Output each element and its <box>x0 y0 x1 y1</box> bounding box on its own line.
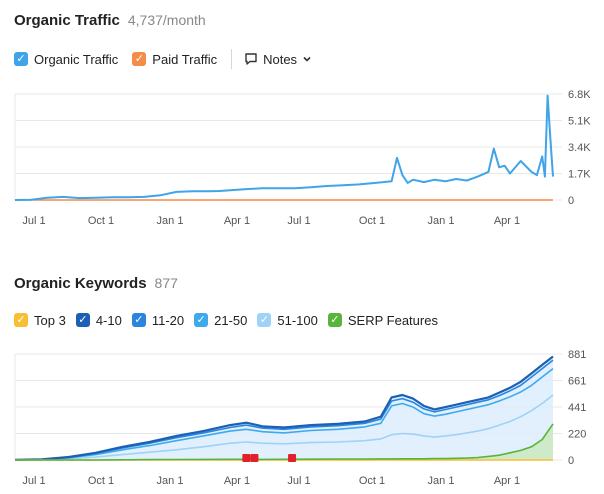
legend-51-100[interactable]: ✓ 51-100 <box>257 312 318 328</box>
legend-paid-traffic-label: Paid Traffic <box>152 51 218 67</box>
legend-organic-traffic[interactable]: ✓ Organic Traffic <box>14 52 118 67</box>
checkbox-checked-icon[interactable]: ✓ <box>132 52 147 66</box>
legend-divider <box>231 49 233 69</box>
legend-11-20[interactable]: ✓ 11-20 <box>131 312 185 328</box>
keywords-x-tick-label: Apr 1 <box>494 475 520 486</box>
21-50-line <box>14 367 554 461</box>
traffic-monthly-value: 4,737/month <box>127 12 206 28</box>
keywords-x-tick-label: Jan 1 <box>157 475 184 486</box>
keywords-y-tick-label: 881 <box>568 349 586 361</box>
traffic-x-tick-label: Jan 1 <box>428 215 455 227</box>
organic-traffic-line <box>14 94 554 201</box>
traffic-x-tick-label: Jan 1 <box>157 215 184 227</box>
keywords-x-tick-label: Jul 1 <box>22 475 45 486</box>
keywords-count: 877 <box>154 275 178 291</box>
traffic-header: Organic Traffic 4,737/month <box>14 12 206 29</box>
keywords-title: Organic Keywords <box>14 275 147 292</box>
keywords-y-tick-label: 220 <box>568 429 586 441</box>
legend-serp-features[interactable]: ✓ SERP Features <box>327 312 438 328</box>
organic-keywords-chart: 881 661 441 220 0 Jul 1 Oct 1 Jan 1 Apr 1 Jul 1 Oc… <box>14 349 586 486</box>
keywords-x-tick-label: Apr 1 <box>224 475 250 486</box>
legend-top-3-label: Top 3 <box>34 312 66 328</box>
51-100-line <box>14 394 554 461</box>
traffic-x-tick-label: Apr 1 <box>494 215 520 227</box>
traffic-y-tick-label: 1.7K <box>568 169 591 181</box>
checkbox-checked-icon[interactable]: ✓ <box>257 313 272 327</box>
keywords-area-fill <box>15 356 553 460</box>
flag-marker-icon <box>288 454 297 462</box>
keywords-y-tick-label: 0 <box>568 455 574 467</box>
keywords-y-tick-label: 661 <box>568 376 586 388</box>
11-20-line <box>14 359 554 461</box>
traffic-x-tick-label: Jul 1 <box>287 215 310 227</box>
checkbox-checked-icon[interactable]: ✓ <box>14 313 28 327</box>
keywords-x-tick-label: Jan 1 <box>428 475 455 486</box>
keywords-x-tick-label: Jul 1 <box>287 475 310 486</box>
legend-11-20-label: 11-20 <box>151 312 185 328</box>
legend-serp-features-label: SERP Features <box>347 312 438 328</box>
legend-51-100-label: 51-100 <box>277 312 318 328</box>
legend-21-50[interactable]: ✓ 21-50 <box>194 313 247 328</box>
organic-traffic-chart: 6.8K 5.1K 3.4K 1.7K 0 Jul 1 Oct 1 Jan 1 Apr 1 Jul… <box>14 89 591 227</box>
checkbox-checked-icon[interactable]: ✓ <box>194 313 209 327</box>
keywords-x-tick-label: Oct 1 <box>88 475 114 486</box>
comment-icon <box>245 53 257 65</box>
flag-marker-icon <box>242 454 251 462</box>
4-10-line <box>14 355 554 461</box>
chevron-down-icon <box>303 56 311 62</box>
traffic-x-tick-label: Oct 1 <box>88 215 114 227</box>
traffic-x-tick-label: Apr 1 <box>224 215 250 227</box>
serp-features-line <box>15 423 554 461</box>
traffic-x-tick-label: Jul 1 <box>22 215 45 227</box>
legend-21-50-label: 21-50 <box>214 312 248 328</box>
keywords-legend: ✓ Top 3 ✓ 4-10 ✓ 11-20 ✓ 21-50 ✓ 51-100 … <box>14 310 448 330</box>
legend-paid-traffic[interactable]: ✓ Paid Traffic <box>132 52 217 67</box>
checkbox-checked-icon[interactable]: ✓ <box>14 52 28 66</box>
notes-dropdown[interactable]: Notes <box>244 52 312 67</box>
traffic-x-tick-label: Oct 1 <box>359 215 385 227</box>
keywords-x-tick-label: Oct 1 <box>359 475 385 486</box>
keywords-y-tick-label: 441 <box>568 402 586 414</box>
traffic-legend: ✓ Organic Traffic ✓ Paid Traffic Notes <box>14 49 312 69</box>
serp-features-area-fill <box>15 423 553 460</box>
checkbox-checked-icon[interactable]: ✓ <box>327 313 342 327</box>
keywords-header: Organic Keywords 877 <box>14 275 178 292</box>
legend-top-3[interactable]: ✓ Top 3 <box>14 313 66 328</box>
traffic-title: Organic Traffic <box>14 12 120 29</box>
legend-4-10-label: 4-10 <box>95 312 122 328</box>
flag-marker-icon <box>250 454 259 462</box>
traffic-y-tick-label: 6.8K <box>568 89 591 101</box>
traffic-y-tick-label: 5.1K <box>568 116 591 128</box>
checkbox-checked-icon[interactable]: ✓ <box>131 313 146 327</box>
checkbox-checked-icon[interactable]: ✓ <box>75 313 90 327</box>
traffic-y-tick-label: 3.4K <box>568 142 591 154</box>
legend-organic-traffic-label: Organic Traffic <box>34 51 119 67</box>
traffic-y-tick-label: 0 <box>568 195 574 207</box>
notes-label: Notes <box>263 51 298 67</box>
legend-4-10[interactable]: ✓ 4-10 <box>75 312 122 328</box>
